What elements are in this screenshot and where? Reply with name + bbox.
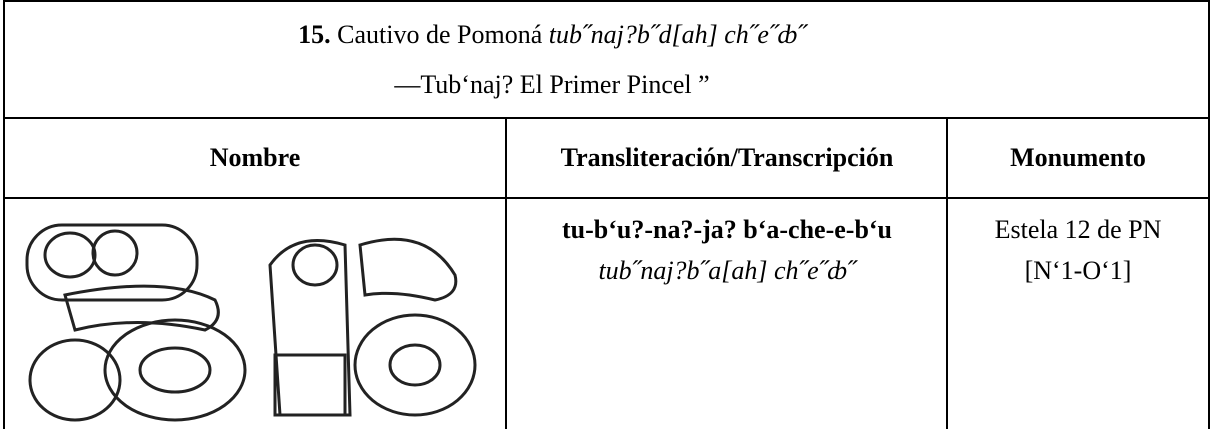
border: [3, 0, 5, 429]
reference: [N‘1-O‘1]: [1024, 256, 1132, 285]
title-text: Cautivo de Pomoná: [337, 20, 543, 49]
transliteration: tu-b‘u?-na?-ja? b‘a-che-e-b‘u: [561, 215, 893, 244]
border: [505, 117, 507, 429]
title: 15. Cautivo de Pomoná tub˝naj?b˝d[ah] ch…: [298, 20, 806, 50]
header: Monumento: [1010, 143, 1146, 172]
border: [1208, 0, 1210, 429]
header: Transliteración/Transcripción: [560, 143, 894, 172]
border: [3, 117, 1210, 119]
border: [3, 197, 1210, 199]
border: [946, 117, 948, 429]
border: [3, 0, 1210, 2]
glyph-image: [25, 223, 477, 422]
monument: Estela 12 de PN: [994, 215, 1162, 244]
transcription: tub˝naj?b˝a[ah] ch˝e˝ȸ˝: [598, 256, 856, 285]
header: Nombre: [209, 143, 301, 172]
title-number: 15.: [298, 20, 331, 49]
title-italic: tub˝naj?b˝d[ah] ch˝e˝ȸ˝: [548, 20, 806, 49]
subtitle: —Tub‘naj? El Primer Pincel ”: [394, 70, 710, 99]
